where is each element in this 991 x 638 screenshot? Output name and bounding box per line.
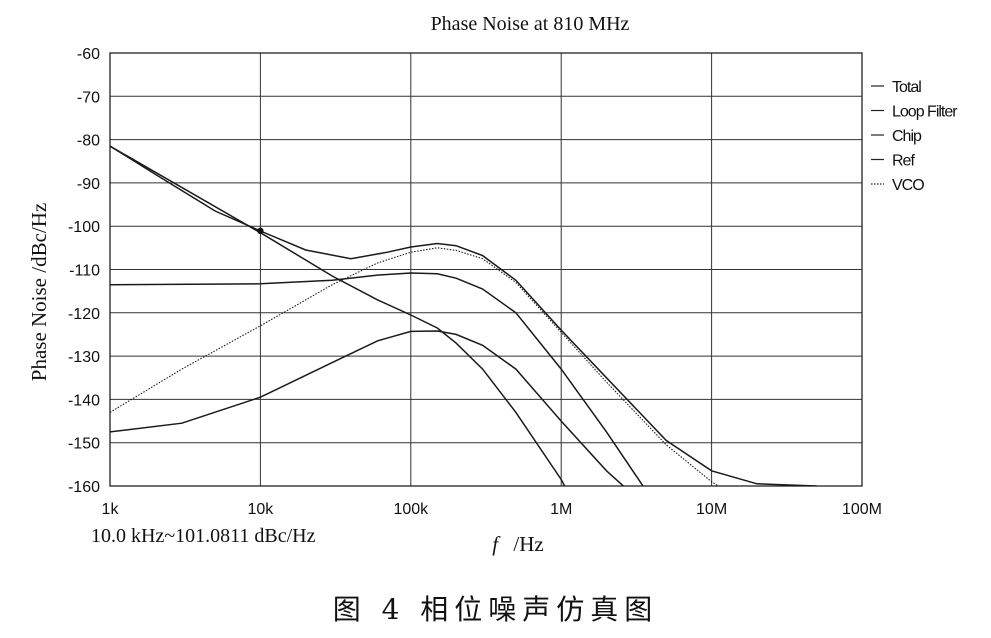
legend: Total Loop Filter Chip Ref VCO bbox=[871, 79, 959, 194]
y-tick-label: -100 bbox=[68, 219, 100, 236]
marker-point bbox=[257, 227, 264, 235]
series-lines bbox=[110, 145, 817, 486]
x-tick-labels: 1k 10k 100k 1M 10M 100M bbox=[102, 501, 882, 518]
y-tick-label: -60 bbox=[77, 46, 100, 63]
y-tick-label: -140 bbox=[68, 392, 100, 409]
series-line-total bbox=[110, 145, 817, 486]
y-tick-label: -80 bbox=[77, 133, 100, 150]
series-line-vco bbox=[110, 247, 720, 486]
marker-readout: 10.0 kHz~101.0811 dBc/Hz bbox=[91, 525, 316, 547]
legend-label: VCO bbox=[892, 177, 924, 194]
x-tick-label: 100M bbox=[842, 501, 882, 518]
x-tick-label: 1M bbox=[550, 501, 572, 518]
figure-caption: 图 4 相位噪声仿真图 bbox=[332, 593, 659, 626]
marker-group bbox=[257, 227, 264, 235]
chart-title: Phase Noise at 810 MHz bbox=[431, 13, 630, 35]
legend-label: Ref bbox=[892, 153, 915, 170]
y-tick-label: -120 bbox=[68, 306, 100, 323]
legend-label: Total bbox=[892, 79, 921, 96]
series-line-chip bbox=[110, 272, 645, 486]
x-tick-label: 100k bbox=[393, 501, 429, 518]
x-axis-label: f /Hz bbox=[492, 532, 543, 556]
y-tick-label: -150 bbox=[68, 436, 100, 453]
x-tick-label: 10k bbox=[248, 501, 275, 518]
y-tick-label: -110 bbox=[69, 263, 100, 280]
x-axis-label-symbol: f bbox=[492, 532, 501, 556]
y-tick-label: -130 bbox=[68, 349, 100, 366]
y-tick-label: -90 bbox=[77, 176, 100, 193]
y-tick-labels: -60 -70 -80 -90 -100 -110 -120 -130 -140 -150 -160 bbox=[68, 46, 100, 496]
x-tick-label: 1k bbox=[102, 501, 120, 518]
y-tick-label: -70 bbox=[77, 89, 100, 106]
series-line-ref bbox=[110, 145, 566, 486]
grid bbox=[109, 52, 863, 487]
legend-label: Loop Filter bbox=[892, 104, 958, 121]
x-tick-label: 10M bbox=[696, 501, 727, 518]
x-axis-label-unit: /Hz bbox=[513, 532, 543, 556]
legend-label: Chip bbox=[892, 128, 922, 145]
y-axis-label: Phase Noise /dBc/Hz bbox=[27, 203, 51, 381]
series-line-loop-filter bbox=[110, 330, 625, 486]
plot-frame bbox=[109, 52, 863, 487]
y-tick-label: -160 bbox=[68, 479, 100, 496]
